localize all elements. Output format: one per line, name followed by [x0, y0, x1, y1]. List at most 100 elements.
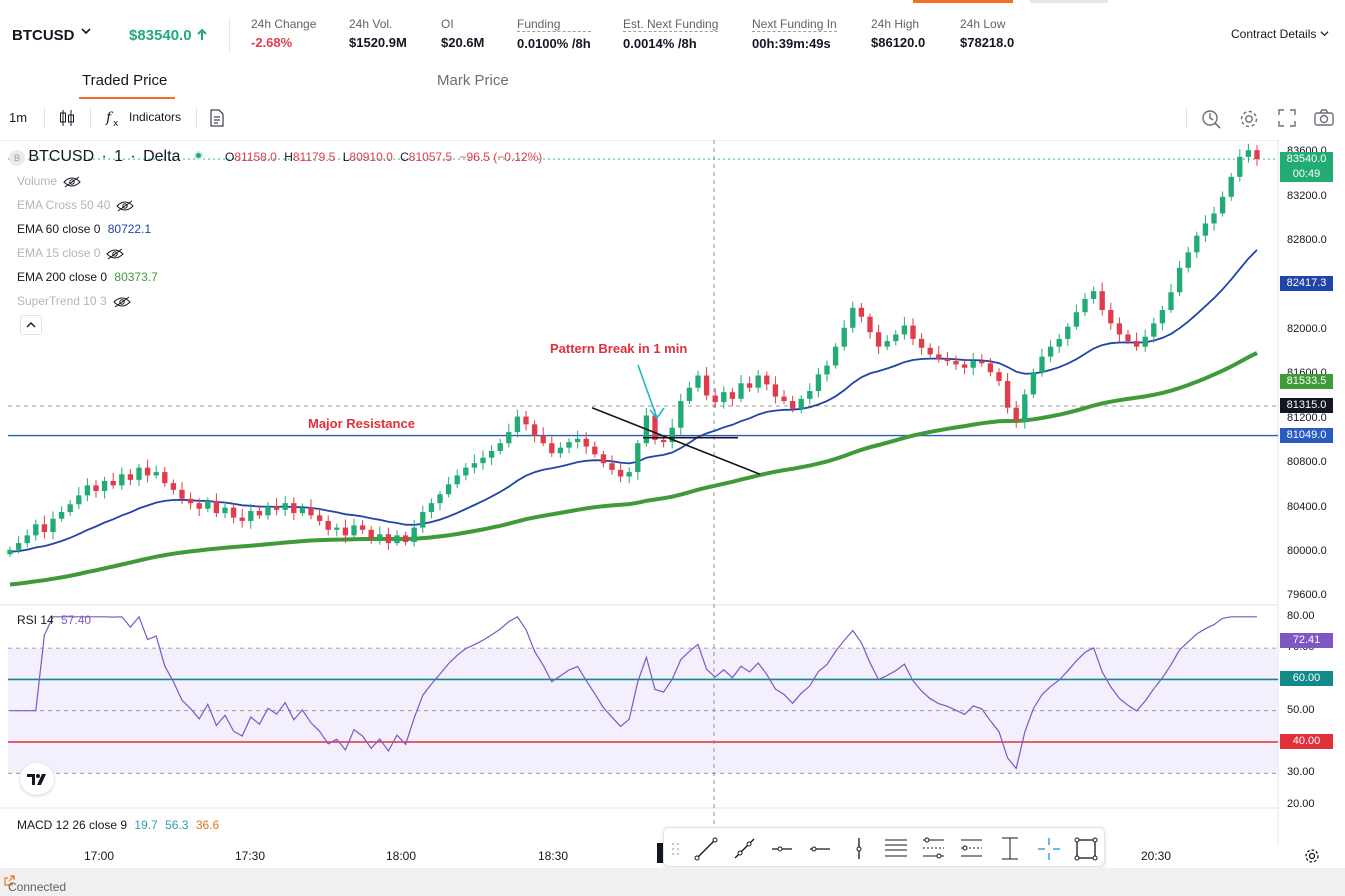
symbol-selector[interactable]: BTCUSD [12, 27, 75, 44]
legend-ema-200[interactable]: EMA 200 close 0 80373.7 [17, 270, 158, 284]
candle-body [1219, 196, 1226, 214]
stat-4: Est. Next Funding 0.0014% /8h [623, 17, 719, 51]
indicators-button[interactable]: Indicators [129, 110, 182, 124]
candle-body [884, 341, 890, 347]
legend-macd[interactable]: MACD 12 26 close 9 19.7 56.3 36.6 [17, 818, 220, 832]
drawing-toolbar [663, 827, 1105, 867]
stat-3: Funding 0.0100% /8h [517, 17, 591, 51]
drag-handle-icon[interactable] [672, 843, 679, 855]
candle-body [1194, 235, 1200, 253]
document-icon[interactable] [208, 108, 230, 128]
legend-ema-15[interactable]: EMA 15 close 0 [17, 246, 125, 260]
interval-selector[interactable]: 1m [9, 110, 28, 125]
candle-body [858, 307, 865, 317]
series-legend: B BTCUSD · 1 · Delta [9, 148, 203, 166]
candle-body [1082, 298, 1088, 313]
eye-off-icon[interactable] [106, 248, 125, 260]
candle-body [557, 447, 564, 454]
stat-value: 0.0014% /8h [623, 36, 697, 51]
price-tick: 81200.0 [1287, 411, 1327, 424]
price-tick: 80400.0 [1287, 500, 1327, 513]
eye-off-icon[interactable] [112, 296, 131, 308]
candle-body [420, 512, 426, 528]
crosshair-time-marker [657, 843, 665, 863]
candle-body [377, 534, 383, 539]
eye-off-icon[interactable] [116, 200, 135, 212]
rsi-tick: 20.00 [1287, 797, 1315, 810]
tab-traded-price[interactable]: Traded Price [82, 72, 168, 89]
candle-body [488, 450, 495, 458]
candle-body [936, 354, 942, 359]
fib-retracement-icon[interactable] [923, 837, 944, 859]
candle-body [566, 442, 572, 448]
time-tick: 20:30 [1141, 849, 1172, 863]
legend-volume[interactable]: Volume [17, 174, 81, 188]
ray-icon[interactable] [734, 838, 755, 859]
last-price: $83540.0 [129, 27, 208, 44]
arrow-head-icon [649, 407, 665, 420]
candle-body [996, 372, 1002, 382]
candle-body [196, 503, 202, 509]
candle-body [119, 474, 125, 486]
parallel-channel-icon[interactable] [885, 839, 907, 857]
candle-body [110, 480, 116, 486]
pattern-break-annotation[interactable]: Pattern Break in 1 min [550, 341, 688, 356]
candle-body [1237, 156, 1243, 177]
tab-mark-price[interactable]: Mark Price [437, 72, 509, 89]
gear-icon[interactable] [1238, 108, 1260, 128]
fullscreen-icon[interactable] [1277, 108, 1299, 128]
collapse-legend-button[interactable] [20, 315, 42, 335]
candle-body [506, 432, 512, 444]
crosshair-icon[interactable] [1038, 838, 1060, 860]
candle-body [153, 472, 159, 476]
contract-details-button[interactable]: Contract Details [1231, 27, 1329, 41]
eye-off-icon[interactable] [63, 176, 81, 188]
candle-body [1202, 223, 1209, 236]
candles-icon[interactable] [58, 108, 80, 128]
candle-body [93, 485, 99, 491]
legend-rsi[interactable]: RSI 14 57.40 [17, 613, 92, 627]
candle-body [1228, 176, 1234, 197]
candle-body [944, 358, 951, 362]
candle-body [497, 443, 503, 451]
vertical-line-icon[interactable] [856, 838, 862, 859]
legend-supertrend[interactable]: SuperTrend 10 3 [17, 294, 131, 308]
price-range-icon[interactable] [1002, 837, 1018, 860]
trend-line-icon[interactable] [694, 837, 718, 861]
status-bar: Connected [0, 868, 1345, 896]
candle-body [781, 396, 787, 402]
external-link-icon[interactable] [4, 875, 15, 886]
candle-body [41, 524, 48, 533]
price-badge: 82417.3 [1280, 275, 1333, 291]
stat-0: 24h Change -2.68% [251, 17, 316, 50]
legend-exchange: Delta [143, 148, 181, 165]
candle-body [1245, 150, 1252, 157]
axis-settings-icon[interactable] [1303, 847, 1321, 870]
major-resistance-annotation[interactable]: Major Resistance [308, 416, 415, 431]
camera-icon[interactable] [1313, 108, 1335, 128]
candle-body [712, 395, 718, 403]
candle-body [1004, 381, 1011, 408]
horizontal-ray-icon[interactable] [772, 846, 792, 852]
candle-body [626, 472, 632, 477]
legend-ema-cross[interactable]: EMA Cross 50 40 [17, 198, 135, 212]
price-chart[interactable] [0, 140, 1345, 868]
candle-body [574, 438, 581, 443]
replay-icon[interactable] [1200, 108, 1222, 129]
candle-body [815, 374, 822, 392]
fib-extension-icon[interactable] [961, 839, 982, 857]
legend-ema-60[interactable]: EMA 60 close 0 80722.1 [17, 222, 152, 236]
stat-value: 00h:39m:49s [752, 36, 831, 51]
candle-body [592, 446, 598, 455]
candle-body [24, 535, 30, 544]
candle-body [772, 384, 779, 397]
stat-value: $1520.9M [349, 35, 407, 50]
horizontal-line-icon[interactable] [810, 846, 830, 852]
candle-body [136, 467, 142, 480]
candle-body [222, 507, 228, 514]
rectangle-icon[interactable] [1074, 837, 1098, 861]
candle-body [910, 325, 916, 339]
tradingview-logo[interactable] [20, 763, 54, 795]
chevron-down-icon[interactable] [80, 25, 92, 40]
